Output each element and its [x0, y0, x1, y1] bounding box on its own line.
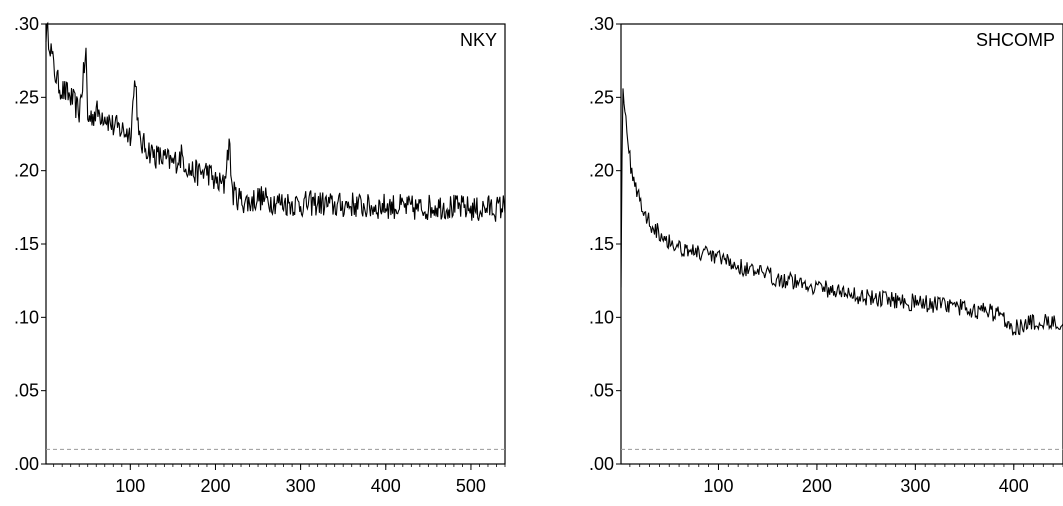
x-tick-label: 100 [703, 476, 733, 496]
y-tick-label: .25 [14, 87, 39, 107]
x-tick-label: 400 [999, 476, 1029, 496]
x-tick-label: 400 [371, 476, 401, 496]
legend-label: SHCOMP [976, 30, 1055, 50]
y-tick-label: .15 [14, 234, 39, 254]
y-tick-label: .30 [589, 14, 614, 34]
legend-label: NKY [460, 30, 497, 50]
y-tick-label: .15 [589, 234, 614, 254]
y-tick-label: .10 [589, 307, 614, 327]
y-tick-label: .30 [14, 14, 39, 34]
x-tick-label: 300 [900, 476, 930, 496]
chart-2: .00 .05 .10 .15 .20 .25 .30 100 200 300 400 SHCOMP [589, 14, 1063, 496]
series-line-shcomp [621, 88, 1063, 336]
series-line-nky [45, 21, 506, 222]
x-tick-label: 300 [286, 476, 316, 496]
x-tick-label: 100 [115, 476, 145, 496]
y-tick-label: .10 [14, 307, 39, 327]
plot-frame [620, 23, 1063, 465]
y-tick-label: .00 [589, 454, 614, 474]
y-tick-label: .05 [589, 381, 614, 401]
y-tick-label: .00 [14, 454, 39, 474]
y-tick-label: .20 [589, 161, 614, 181]
x-tick-label: 500 [456, 476, 486, 496]
x-tick-label: 200 [802, 476, 832, 496]
y-tick-label: .05 [14, 381, 39, 401]
y-tick-label: .25 [589, 87, 614, 107]
x-tick-label: 200 [200, 476, 230, 496]
chart-1: .00 .05 .10 .15 .20 .25 .30 100 200 300 400 500 NKY [14, 14, 506, 496]
plot-frame [45, 23, 506, 465]
y-tick-label: .20 [14, 161, 39, 181]
